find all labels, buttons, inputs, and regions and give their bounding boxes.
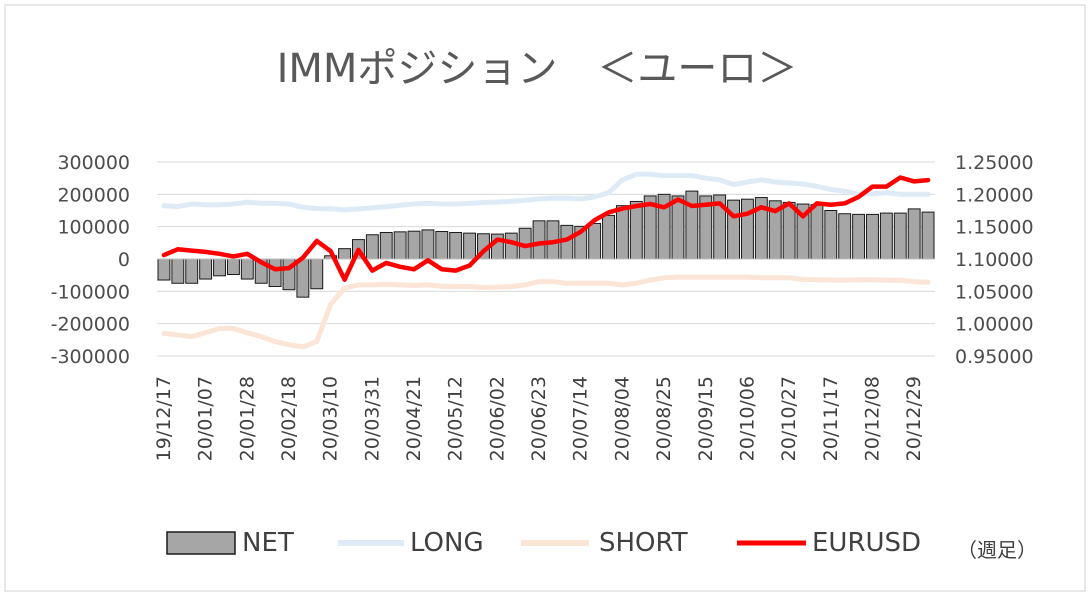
y-left-tick-label: 0 [118,249,130,271]
net-bar [240,258,254,280]
x-tick-label: 20/01/07 [195,376,217,461]
y-left-tick-label: 300000 [57,152,130,174]
y-right-tick-label: 0.95000 [955,346,1034,368]
net-bar [727,199,740,260]
y-right-tick-label: 1.20000 [955,184,1034,206]
x-tick-label: 20/05/12 [445,376,467,461]
net-bar [435,231,449,260]
x-tick-label: 20/06/02 [486,376,508,461]
net-bar [226,258,240,276]
x-tick-label: 20/06/23 [528,376,550,461]
legend-label-eurusd: EURUSD [812,528,921,558]
net-bar [421,229,435,260]
net-bar [893,212,907,260]
x-tick-label: 20/12/29 [903,376,925,461]
chart-title: IMMポジション ＜ユーロ＞ [277,46,798,92]
net-bar [393,231,407,260]
net-bar [629,200,643,260]
net-bar [782,201,796,260]
y-right-tick-label: 1.15000 [955,217,1034,239]
net-bar [838,213,852,260]
legend: NET LONG SHORT EURUSD [166,528,921,558]
x-tick-label: 20/10/27 [778,376,800,461]
x-tick-label: 20/04/21 [403,376,425,461]
x-tick-label: 20/10/06 [736,376,758,461]
net-bar [615,205,629,260]
net-bar [296,258,310,298]
net-bar [157,258,171,281]
net-bar [866,213,879,260]
net-bar [921,211,935,260]
x-tick-label: 20/07/14 [570,376,592,461]
net-bar [907,208,921,260]
y-left-tick-label: -200000 [51,314,130,336]
y-left-tick-label: 200000 [57,184,130,206]
net-bar [171,258,185,284]
x-tick-label: 20/11/17 [820,376,842,461]
net-bar [449,231,463,260]
long-line [161,171,931,213]
eurusd-line [161,175,931,282]
net-bar [407,230,421,260]
net-bar [532,220,546,260]
legend-swatch-net [166,531,236,555]
x-tick-label: 20/03/10 [320,376,342,461]
y-right-tick-label: 1.25000 [955,152,1034,174]
x-tick-label: 20/08/04 [611,376,633,461]
x-tick-label: 19/12/17 [153,376,175,461]
legend-label-long: LONG [410,528,484,558]
chart-border [4,4,1086,592]
y-left-tick-label: 100000 [57,217,130,239]
x-tick-label: 20/12/08 [861,376,883,461]
net-bar [588,222,602,260]
net-bar [824,210,838,260]
net-bar [879,212,893,260]
net-bar [213,258,226,277]
x-tick-label: 20/03/31 [361,376,383,461]
net-bar [685,190,699,260]
net-bar [379,231,393,260]
y-right-tick-label: 1.10000 [955,249,1034,271]
net-bar [310,258,324,290]
x-tick-label: 20/09/15 [695,376,717,461]
net-bar [338,248,352,260]
y-right-tick-label: 1.05000 [955,281,1034,303]
y-left-tick-label: -100000 [51,281,130,303]
legend-label-short: SHORT [599,528,688,558]
net-bar [199,258,213,280]
net-bar [810,204,824,260]
net-bar [741,198,754,260]
axis-labels: 300000 200000 100000 0 -100000 -200000 -300000… [51,152,1034,461]
x-tick-label: 20/02/18 [278,376,300,461]
net-bar [463,232,477,260]
x-tick-label: 20/01/28 [236,376,258,461]
legend-label-net: NET [242,528,294,558]
net-bar [365,234,379,260]
timeframe-note: （週足） [957,538,1037,562]
net-bar [852,213,866,260]
net-bar [185,258,199,284]
net-bar [671,195,685,260]
net-bar [602,214,615,260]
y-left-tick-label: -300000 [51,346,130,368]
y-right-tick-label: 1.00000 [955,314,1034,336]
series-lines [161,171,931,350]
net-bar [504,232,518,260]
x-tick-label: 20/08/25 [653,376,675,461]
short-line [161,274,931,350]
net-bar [268,258,282,287]
